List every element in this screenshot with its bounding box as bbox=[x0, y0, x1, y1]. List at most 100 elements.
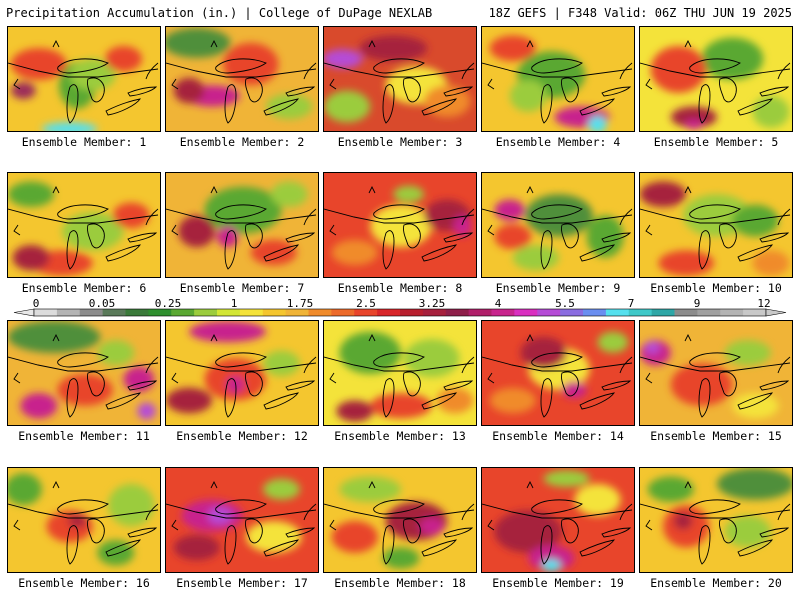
great-lakes-outline bbox=[645, 372, 653, 384]
great-lakes-outline bbox=[719, 77, 737, 103]
precip-region bbox=[68, 514, 87, 528]
precip-region bbox=[658, 250, 714, 276]
colorbar-swatch bbox=[285, 309, 309, 316]
colorbar-swatch bbox=[583, 309, 607, 316]
great-lakes-outline bbox=[210, 185, 218, 194]
precip-region bbox=[597, 331, 629, 353]
precip-region bbox=[41, 122, 98, 131]
ensemble-panel bbox=[323, 467, 477, 573]
great-lakes-outline bbox=[105, 98, 141, 116]
great-lakes-outline bbox=[285, 232, 316, 243]
great-lakes-outline bbox=[461, 208, 475, 226]
precip-region bbox=[717, 468, 792, 500]
colorbar-swatch bbox=[697, 309, 721, 316]
great-lakes-outline bbox=[403, 223, 421, 249]
precip-region bbox=[644, 341, 661, 354]
great-lakes-outline bbox=[329, 78, 337, 90]
great-lakes-outline bbox=[263, 392, 299, 410]
great-lakes-outline bbox=[689, 204, 741, 220]
colorbar-swatch bbox=[514, 309, 538, 316]
great-lakes-outline bbox=[145, 356, 159, 374]
great-lakes-outline bbox=[8, 208, 159, 224]
great-lakes-outline bbox=[368, 333, 376, 342]
great-lakes-outline bbox=[324, 356, 475, 372]
great-lakes-outline bbox=[645, 78, 653, 90]
great-lakes-outline bbox=[382, 525, 395, 565]
great-lakes-outline bbox=[759, 232, 790, 243]
great-lakes-outline bbox=[689, 499, 741, 515]
great-lakes-outline bbox=[640, 356, 791, 372]
ensemble-member-label: Ensemble Member: 18 bbox=[334, 576, 466, 590]
great-lakes-outline bbox=[443, 86, 474, 97]
colorbar-max-arrow bbox=[765, 308, 787, 317]
great-lakes-outline bbox=[640, 503, 791, 519]
great-lakes-outline bbox=[540, 230, 553, 270]
colorbar-tick-label: 7 bbox=[627, 297, 635, 310]
great-lakes-outline bbox=[224, 525, 237, 565]
great-lakes-outline bbox=[531, 204, 583, 220]
great-lakes-outline bbox=[777, 208, 791, 226]
great-lakes-outline bbox=[461, 62, 475, 80]
great-lakes-outline bbox=[719, 518, 737, 544]
precip-region bbox=[166, 387, 213, 414]
precip-region bbox=[216, 226, 239, 248]
colorbar-swatch bbox=[34, 309, 58, 316]
great-lakes-outline bbox=[443, 527, 474, 538]
ensemble-member-label: Ensemble Member: 1 bbox=[21, 135, 147, 149]
precip-region bbox=[562, 381, 587, 399]
ensemble-panel bbox=[165, 320, 319, 426]
ensemble-panel bbox=[7, 172, 161, 278]
precip-region bbox=[370, 393, 432, 419]
precip-region bbox=[494, 510, 563, 553]
great-lakes-outline bbox=[421, 539, 457, 557]
great-lakes-outline bbox=[698, 84, 711, 124]
precip-region bbox=[542, 559, 561, 572]
precip-region bbox=[11, 48, 67, 80]
great-lakes-outline bbox=[166, 356, 317, 372]
great-lakes-outline bbox=[171, 519, 179, 531]
ensemble-panel bbox=[639, 320, 793, 426]
precip-region bbox=[732, 204, 779, 237]
precip-region bbox=[404, 339, 460, 378]
great-lakes-outline bbox=[263, 539, 299, 557]
great-lakes-outline bbox=[224, 378, 237, 418]
great-lakes-outline bbox=[482, 503, 633, 519]
great-lakes-outline bbox=[382, 230, 395, 270]
great-lakes-outline bbox=[737, 244, 773, 262]
great-lakes-outline bbox=[487, 519, 495, 531]
great-lakes-outline bbox=[482, 356, 633, 372]
precip-region bbox=[108, 483, 155, 527]
precip-region bbox=[494, 199, 526, 221]
precip-map bbox=[482, 321, 634, 425]
colorbar-min-arrow bbox=[13, 308, 35, 317]
precip-map bbox=[8, 27, 160, 131]
great-lakes-outline bbox=[382, 84, 395, 124]
colorbar-swatch bbox=[194, 309, 218, 316]
great-lakes-outline bbox=[526, 480, 534, 489]
great-lakes-outline bbox=[13, 519, 21, 531]
precip-region bbox=[20, 393, 58, 419]
precipitation-colorbar bbox=[13, 308, 787, 317]
precip-region bbox=[489, 35, 536, 61]
great-lakes-outline bbox=[443, 232, 474, 243]
precip-region bbox=[525, 194, 593, 237]
great-lakes-outline bbox=[210, 333, 218, 342]
ensemble-panel bbox=[481, 320, 635, 426]
colorbar-swatch bbox=[491, 309, 515, 316]
colorbar-swatch bbox=[354, 309, 378, 316]
precip-map bbox=[8, 468, 160, 572]
great-lakes-outline bbox=[171, 78, 179, 90]
colorbar-swatch bbox=[148, 309, 172, 316]
great-lakes-outline bbox=[145, 503, 159, 521]
great-lakes-outline bbox=[224, 84, 237, 124]
great-lakes-outline bbox=[324, 503, 475, 519]
great-lakes-outline bbox=[579, 539, 615, 557]
precip-region bbox=[204, 186, 282, 234]
great-lakes-outline bbox=[684, 480, 692, 489]
precip-region bbox=[670, 106, 717, 128]
great-lakes-outline bbox=[368, 39, 376, 48]
ensemble-panel bbox=[7, 26, 161, 132]
precip-map bbox=[8, 173, 160, 277]
colorbar-swatch bbox=[445, 309, 470, 316]
ensemble-member-label: Ensemble Member: 14 bbox=[492, 429, 624, 443]
